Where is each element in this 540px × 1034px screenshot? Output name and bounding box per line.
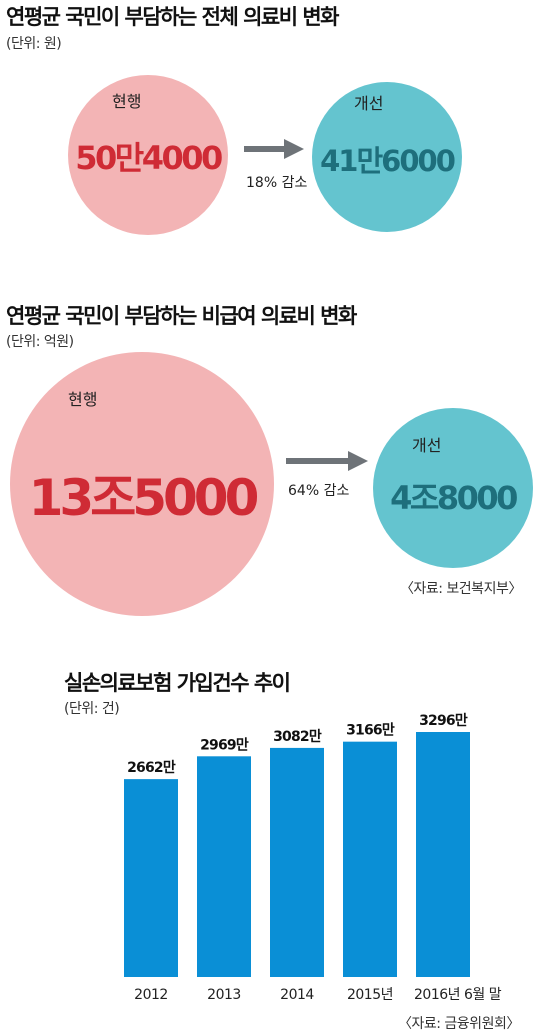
bar-value-label: 2662만 (127, 760, 176, 776)
section2-unit: (단위: 억원) (6, 334, 74, 350)
section2-current-circle (10, 352, 274, 616)
bar-value-label: 2969만 (200, 737, 249, 753)
bar-2012 (124, 779, 178, 977)
bar-2016년 6월 말 (416, 732, 470, 977)
section1-current-label: 현행 (112, 92, 142, 111)
section2-source: 〈자료: 보건복지부〉 (400, 581, 522, 597)
section2-title: 연평균 국민이 부담하는 비급여 의료비 변화 (6, 304, 357, 328)
section2-current-value: 13조5000 (28, 469, 260, 527)
section3-source: 〈자료: 금융위원회〉 (398, 1016, 520, 1032)
bar-value-label: 3166만 (346, 723, 395, 739)
category-label: 2012 (134, 987, 168, 1003)
section2-improved-circle (373, 408, 533, 568)
bar-value-label: 3296만 (419, 713, 468, 729)
section1-title: 연평균 국민이 부담하는 전체 의료비 변화 (6, 5, 340, 29)
category-label: 2015년 (347, 987, 393, 1003)
section3-title: 실손의료보험 가입건수 추이 (64, 671, 291, 695)
section1-improved-circle (312, 82, 462, 232)
section1-current-value: 50만4000 (75, 139, 223, 177)
section1-unit: (단위: 원) (6, 36, 62, 52)
section3-unit: (단위: 건) (64, 701, 120, 717)
bar-2014 (270, 747, 324, 977)
section1-improved-label: 개선 (354, 94, 384, 113)
section2-improved-label: 개선 (412, 436, 442, 455)
bar-chart: 2662만 2012 2969만 2013 3082만 2014 3166만 2015년 329… (124, 713, 502, 1003)
section2-improved-value: 4조8000 (390, 479, 518, 517)
category-label: 2016년 6월 말 (414, 987, 502, 1003)
bar-value-label: 3082만 (273, 729, 322, 745)
section1-current-circle (68, 75, 228, 235)
section2-current-label: 현행 (68, 390, 98, 409)
bar-2013 (197, 756, 251, 977)
section2-arrow-icon (286, 451, 368, 471)
section1-improved-value: 41만6000 (320, 144, 456, 178)
section1-arrow-icon (244, 139, 304, 159)
section2-change: 64% 감소 (288, 483, 350, 499)
category-label: 2014 (280, 987, 314, 1003)
section1-change: 18% 감소 (246, 175, 308, 191)
bar-2015년 (343, 741, 397, 977)
category-label: 2013 (207, 987, 241, 1003)
